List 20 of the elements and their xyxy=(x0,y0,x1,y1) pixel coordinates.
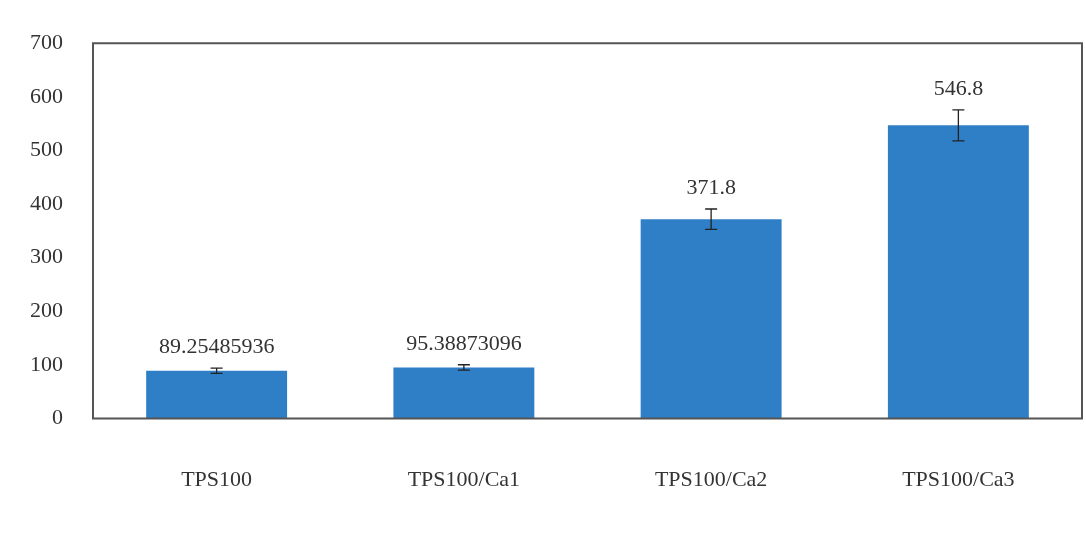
y-tick-label: 0 xyxy=(52,404,63,430)
y-tick-label: 500 xyxy=(30,136,63,162)
bar xyxy=(146,370,288,419)
y-tick-label: 600 xyxy=(30,82,63,108)
x-tick-label: TPS100/Ca1 xyxy=(407,465,521,491)
x-tick-label: TPS100/Ca2 xyxy=(654,465,768,491)
x-tick-label: TPS100 xyxy=(181,465,253,491)
bar xyxy=(640,219,782,419)
data-label: 95.38873096 xyxy=(406,329,522,355)
y-tick-label: 100 xyxy=(30,350,63,376)
x-tick-label: TPS100/Ca3 xyxy=(902,465,1015,491)
y-tick-label: 700 xyxy=(30,28,63,54)
data-label: 371.8 xyxy=(686,173,736,199)
data-label: 89.25485936 xyxy=(158,332,275,358)
y-tick-label: 400 xyxy=(30,189,63,215)
data-label: 546.8 xyxy=(933,74,984,100)
bar xyxy=(887,125,1029,419)
y-tick-label: 200 xyxy=(30,297,63,323)
y-tick-label: 300 xyxy=(30,243,63,269)
bar xyxy=(393,367,535,419)
